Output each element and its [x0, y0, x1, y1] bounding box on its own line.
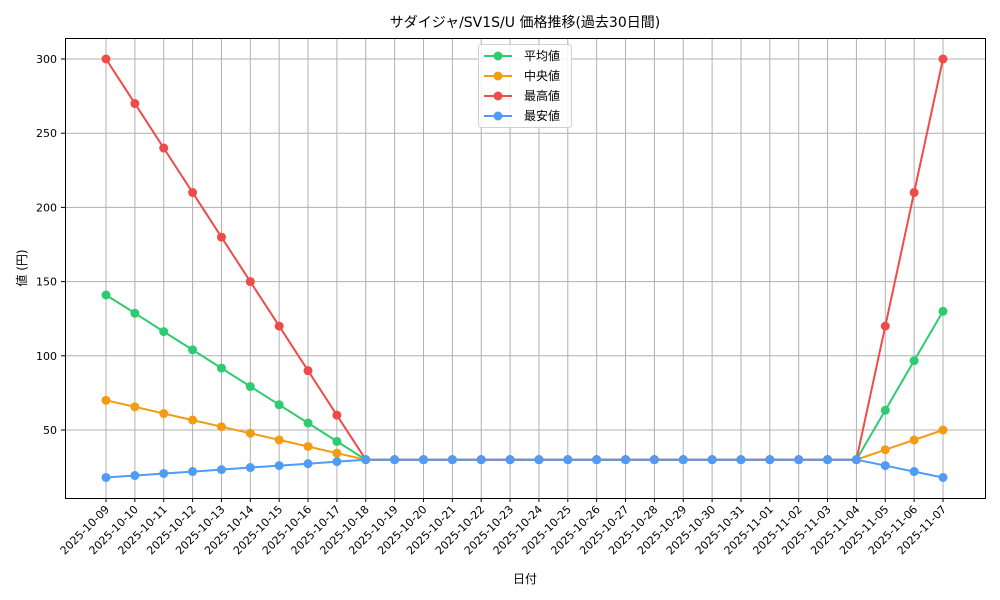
- data-point: [274, 321, 284, 331]
- data-point: [909, 356, 919, 366]
- legend-label: 中央値: [524, 68, 560, 83]
- data-point: [880, 321, 890, 331]
- data-point: [649, 455, 659, 465]
- data-point: [678, 455, 688, 465]
- data-point: [851, 455, 861, 465]
- data-point: [332, 448, 342, 458]
- legend-box: [478, 44, 572, 128]
- legend-item: 平均値: [484, 48, 560, 63]
- data-point: [245, 428, 255, 438]
- data-point: [736, 455, 746, 465]
- data-point: [216, 363, 226, 373]
- data-point: [880, 445, 890, 455]
- data-point: [159, 143, 169, 153]
- data-point: [188, 345, 198, 355]
- data-point: [188, 188, 198, 198]
- y-tick-label: 200: [36, 201, 57, 214]
- data-point: [621, 455, 631, 465]
- data-point: [303, 459, 313, 469]
- data-point: [159, 327, 169, 337]
- data-point: [245, 463, 255, 473]
- data-point: [534, 455, 544, 465]
- data-point: [390, 455, 400, 465]
- data-point: [101, 472, 111, 482]
- data-point: [418, 455, 428, 465]
- chart-title: サダイジャ/SV1S/U 価格推移(過去30日間): [390, 15, 660, 31]
- data-point: [188, 415, 198, 425]
- data-point: [361, 455, 371, 465]
- data-point: [159, 468, 169, 478]
- data-point: [707, 455, 717, 465]
- data-point: [101, 395, 111, 405]
- data-point: [274, 400, 284, 410]
- data-point: [332, 436, 342, 446]
- data-point: [880, 405, 890, 415]
- data-point: [794, 455, 804, 465]
- y-tick-label: 150: [36, 276, 57, 289]
- data-point: [476, 455, 486, 465]
- data-point: [159, 409, 169, 419]
- data-point: [447, 455, 457, 465]
- grid-lines: [65, 38, 985, 498]
- series-line: [101, 455, 948, 482]
- data-series: [101, 54, 948, 482]
- data-point: [101, 290, 111, 300]
- data-point: [245, 382, 255, 392]
- plot-frame: [65, 38, 986, 499]
- data-point: [909, 467, 919, 477]
- legend-label: 最高値: [524, 88, 560, 103]
- data-point: [130, 471, 140, 481]
- y-axis-ticks: 50 100 150 200 250 300: [36, 53, 65, 437]
- y-tick-label: 250: [36, 127, 57, 140]
- legend-label: 最安値: [524, 108, 560, 123]
- data-point: [938, 54, 948, 64]
- data-point: [274, 435, 284, 445]
- data-point: [303, 441, 313, 451]
- data-point: [303, 418, 313, 428]
- data-point: [216, 465, 226, 475]
- series-line: [101, 290, 948, 465]
- legend-marker-icon: [493, 111, 503, 121]
- y-axis-label: 値 (円): [14, 249, 29, 286]
- data-point: [303, 366, 313, 376]
- data-point: [592, 455, 602, 465]
- data-point: [130, 99, 140, 109]
- data-point: [216, 422, 226, 432]
- y-tick-label: 300: [36, 53, 57, 66]
- legend-marker-icon: [493, 71, 503, 81]
- legend-item: 中央値: [484, 68, 560, 83]
- legend-label: 平均値: [524, 48, 560, 63]
- data-point: [563, 455, 573, 465]
- data-point: [938, 425, 948, 435]
- data-point: [505, 455, 515, 465]
- data-point: [245, 277, 255, 287]
- y-tick-label: 50: [43, 424, 57, 437]
- data-point: [765, 455, 775, 465]
- data-point: [938, 472, 948, 482]
- x-axis-label: 日付: [513, 572, 537, 586]
- data-point: [823, 455, 833, 465]
- data-point: [938, 306, 948, 316]
- data-point: [332, 457, 342, 467]
- data-point: [188, 467, 198, 477]
- data-point: [909, 188, 919, 198]
- data-point: [130, 308, 140, 318]
- legend-item: 最高値: [484, 88, 560, 103]
- y-tick-label: 100: [36, 350, 57, 363]
- data-point: [101, 54, 111, 64]
- legend-marker-icon: [493, 51, 503, 61]
- data-point: [130, 402, 140, 412]
- data-point: [909, 435, 919, 445]
- data-point: [332, 410, 342, 420]
- legend-marker-icon: [493, 91, 503, 101]
- data-point: [274, 461, 284, 471]
- x-axis-ticks: 2025-10-092025-10-102025-10-112025-10-12…: [58, 498, 949, 557]
- legend-item: 最安値: [484, 108, 560, 123]
- data-point: [216, 232, 226, 242]
- data-point: [880, 461, 890, 471]
